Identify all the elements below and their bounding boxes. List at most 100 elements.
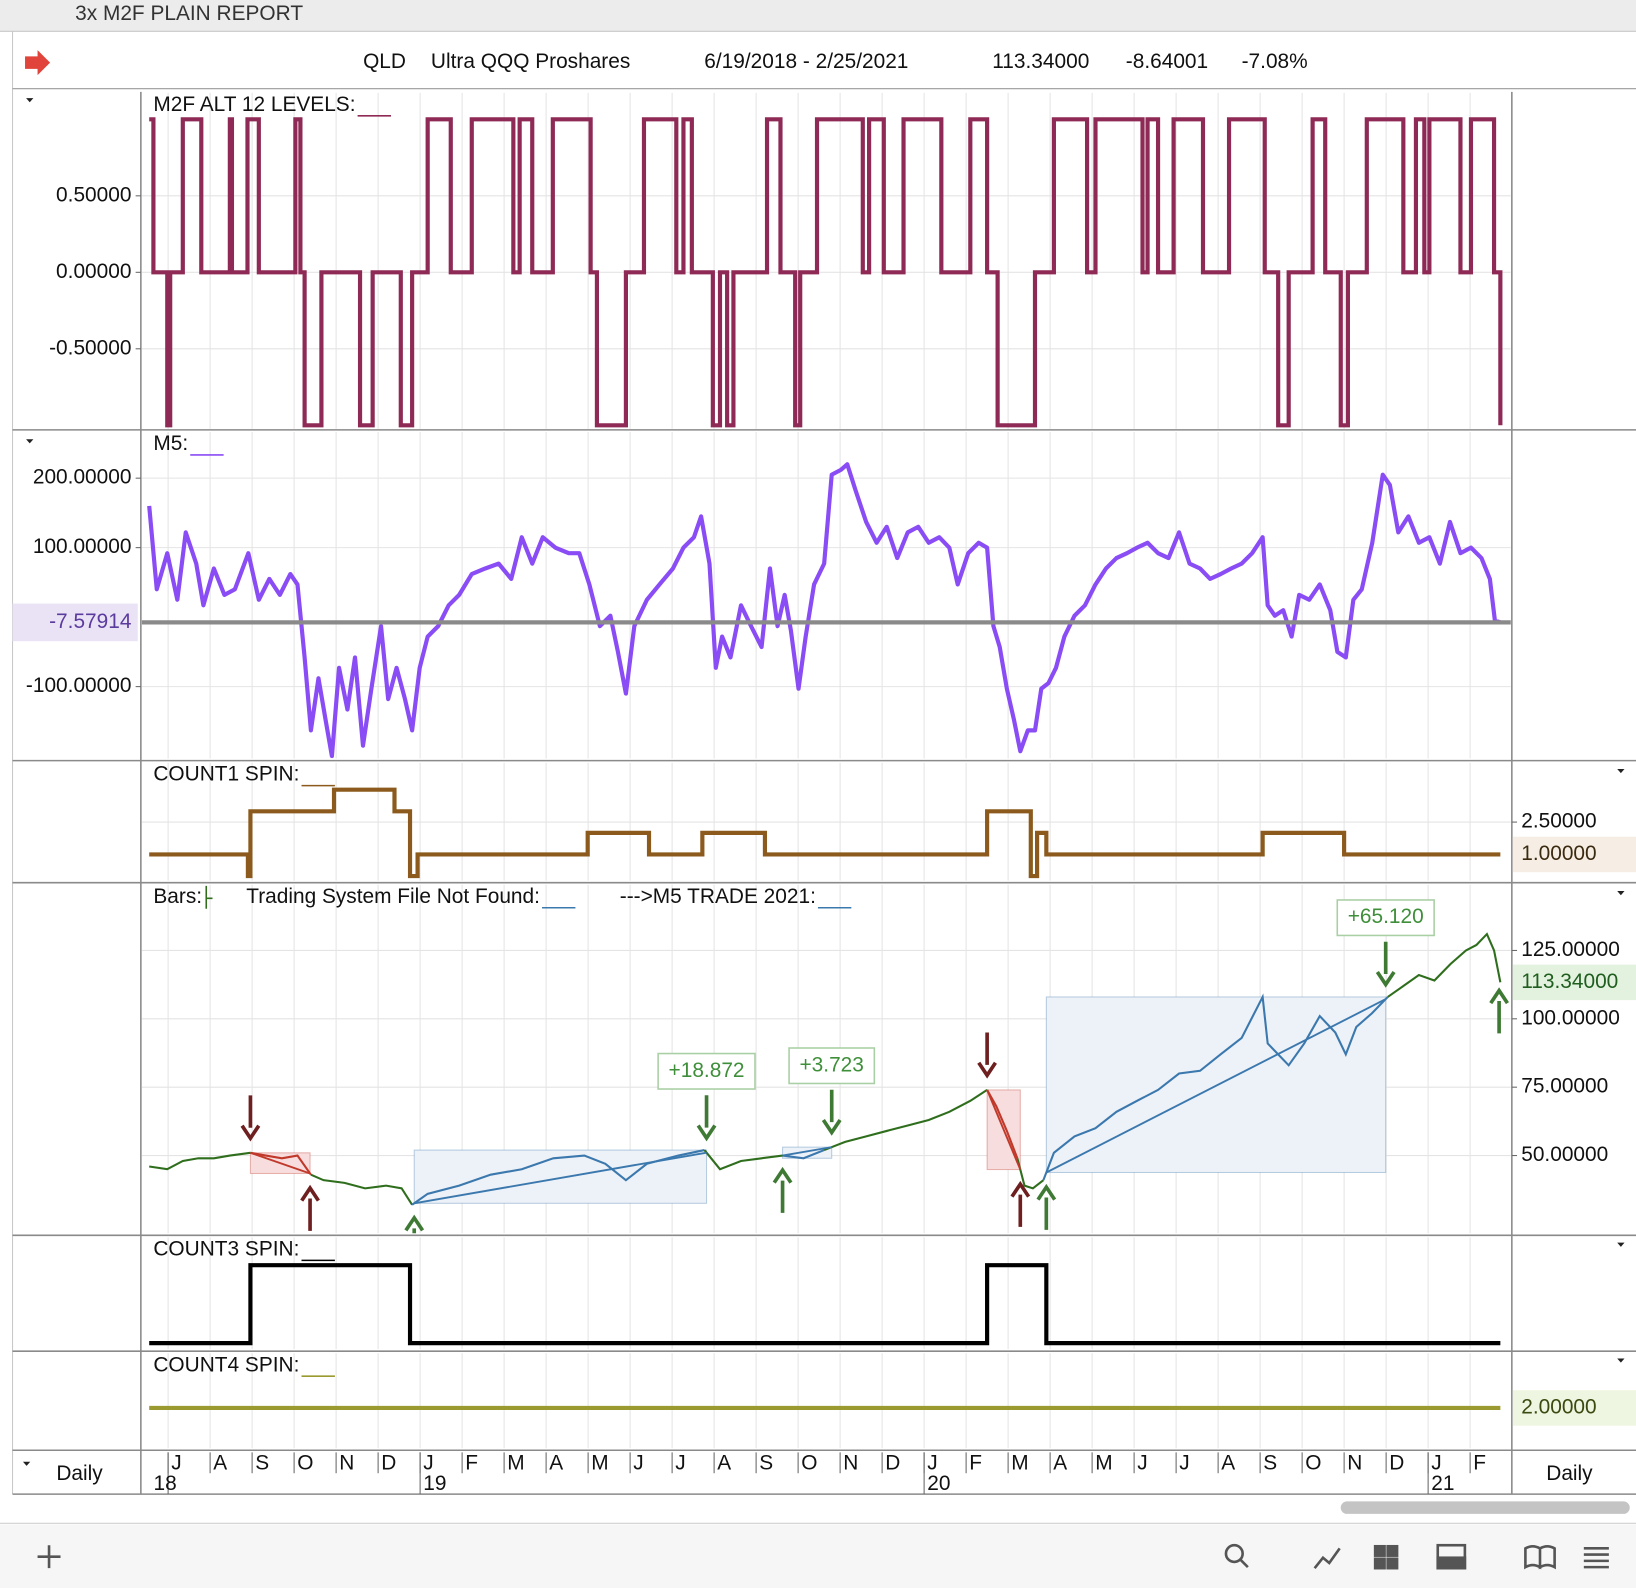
up-arrow <box>1036 1183 1057 1230</box>
x-tick-label: M <box>507 1451 524 1474</box>
price-line <box>986 1089 1019 1159</box>
panel-title: Trading System File Not Found: <box>246 885 540 908</box>
last-value-label: 1.00000 <box>1521 842 1596 865</box>
last-value-box <box>1512 1390 1636 1426</box>
panel-plot <box>149 1237 1501 1350</box>
up-arrow <box>1010 1180 1031 1227</box>
symbol: QLD <box>363 50 406 73</box>
y-tick-label: 50.00000 <box>1521 1143 1608 1166</box>
price-line <box>310 1173 414 1206</box>
x-tick-label: S <box>759 1451 773 1474</box>
x-tick-label: M <box>1011 1451 1028 1474</box>
panel-title: COUNT3 SPIN: <box>153 1237 299 1260</box>
price-line <box>149 1151 251 1171</box>
y-tick-label: 100.00000 <box>33 535 132 558</box>
panel-menus[interactable] <box>22 98 1625 1466</box>
down-arrow <box>696 1095 717 1142</box>
last-value-box <box>1512 964 1636 1001</box>
y-tick-label: 2.50000 <box>1521 810 1596 833</box>
title-bar <box>0 0 1636 32</box>
indicator-line <box>147 462 1502 759</box>
panel-title: M5: <box>153 432 188 455</box>
panel-frames <box>12 91 1636 1495</box>
step-line <box>149 117 1503 428</box>
y-tick-label: 125.00000 <box>1521 938 1620 961</box>
price-line <box>1387 932 1502 998</box>
period-right[interactable]: Daily <box>1546 1462 1593 1485</box>
step-line <box>149 787 1501 879</box>
trade-result-box <box>657 1052 756 1090</box>
y-tick-label: 0.00000 <box>56 260 131 283</box>
toolbar <box>0 1524 1636 1588</box>
up-arrow <box>772 1166 793 1213</box>
year-label: 18 <box>153 1472 176 1495</box>
trade-trend-line <box>414 1151 707 1205</box>
x-tick-label: J <box>1137 1451 1147 1474</box>
x-tick-label: J <box>927 1451 937 1474</box>
panel-plot <box>141 762 1511 881</box>
x-tick-label: D <box>885 1451 900 1474</box>
panel-title: COUNT1 SPIN: <box>153 763 299 786</box>
last-value-label: 2.00000 <box>1521 1395 1596 1418</box>
x-tick-label: O <box>801 1451 817 1474</box>
x-tick-label: F <box>465 1451 478 1474</box>
year-label: 21 <box>1431 1472 1454 1495</box>
panel-plot <box>149 1353 1501 1449</box>
last-value-label: 113.34000 <box>1521 970 1618 993</box>
price-change: -8.64001 <box>1126 50 1208 73</box>
up-arrow <box>404 1214 425 1234</box>
x-tick-label: A <box>213 1451 227 1474</box>
down-arrow <box>240 1095 261 1142</box>
trade-trend-line <box>986 1089 1022 1170</box>
step-line <box>149 1263 1501 1346</box>
panel-title: --->M5 TRADE 2021: <box>620 885 816 908</box>
bars-glyph <box>205 885 213 909</box>
x-tick-label: J <box>675 1451 685 1474</box>
x-tick-label: J <box>1179 1451 1189 1474</box>
trade-trend-line <box>250 1151 311 1175</box>
last-value-label: -7.57914 <box>49 610 131 633</box>
up-arrow <box>1489 987 1509 1034</box>
x-tick-label: N <box>843 1451 858 1474</box>
x-tick-label: O <box>1305 1451 1321 1474</box>
last-value-box <box>12 603 138 642</box>
y-tick-label: 200.00000 <box>33 466 132 489</box>
trade-result-label: +65.120 <box>1348 905 1424 928</box>
panel-title: COUNT4 SPIN: <box>153 1353 299 1376</box>
x-tick-label: M <box>591 1451 608 1474</box>
scrollbar[interactable] <box>1340 1501 1630 1514</box>
x-tick-label: A <box>1221 1451 1235 1474</box>
up-arrow <box>300 1184 320 1231</box>
panel-plot <box>141 92 1511 429</box>
x-tick-label: J <box>423 1451 433 1474</box>
down-arrow <box>1375 941 1396 988</box>
period-left[interactable]: Daily <box>56 1462 103 1485</box>
symbol-arrow-button[interactable] <box>25 50 51 76</box>
x-tick-label: A <box>717 1451 731 1474</box>
price-line <box>1016 1158 1045 1190</box>
x-tick-label: N <box>1347 1451 1362 1474</box>
x-tick-label: S <box>255 1451 269 1474</box>
x-tick-label: J <box>633 1451 643 1474</box>
date-range: 6/19/2018 - 2/25/2021 <box>704 50 908 73</box>
trade-trend-line <box>1045 998 1387 1174</box>
x-tick-label: F <box>1473 1451 1486 1474</box>
toolbar-icons[interactable] <box>37 1543 1609 1570</box>
year-label: 19 <box>423 1472 446 1495</box>
trade-trend-line <box>782 1146 832 1157</box>
panel-title: Bars: <box>153 885 202 908</box>
price-line <box>703 1149 783 1171</box>
last-value-box <box>1512 836 1636 873</box>
panel-title: M2F ALT 12 LEVELS: <box>153 93 355 116</box>
price-change-percent: -7.08% <box>1242 50 1308 73</box>
price-line <box>250 1151 312 1176</box>
panel-plot <box>141 431 1511 759</box>
panel-plot: +18.872 +3.723 +65.120 <box>141 884 1511 1234</box>
trade-result-box <box>1336 899 1435 937</box>
y-tick-label: -100.00000 <box>26 674 132 697</box>
trade-result-box <box>788 1047 876 1085</box>
year-label: 20 <box>927 1472 950 1495</box>
y-tick-label: 100.00000 <box>1521 1006 1620 1029</box>
x-tick-label: D <box>381 1451 396 1474</box>
